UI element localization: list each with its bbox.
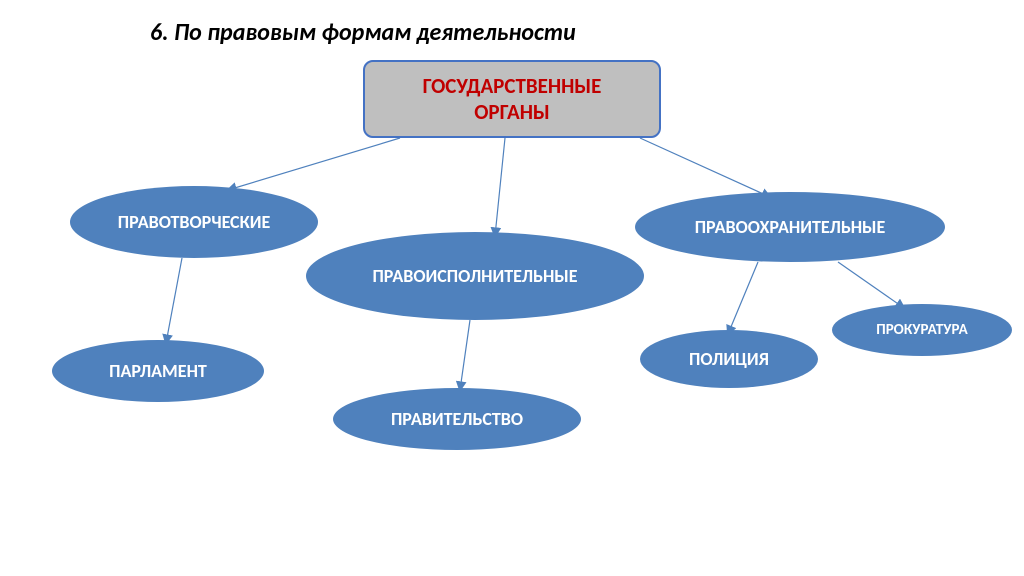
edge-2	[640, 138, 770, 197]
node-n4: ПАРЛАМЕНТ	[52, 340, 264, 402]
edge-4	[460, 320, 470, 390]
node-n3: ПРАВООХРАНИТЕЛЬНЫЕ	[635, 192, 945, 262]
node-n7: ПРОКУРАТУРА	[832, 304, 1012, 356]
node-n6: ПОЛИЦИЯ	[640, 330, 818, 388]
edge-6	[838, 262, 904, 308]
diagram-title: 6. По правовым формам деятельности	[150, 18, 576, 47]
edge-5	[728, 262, 758, 334]
node-n1: ПРАВОТВОРЧЕСКИЕ	[70, 186, 318, 258]
root-node: ГОСУДАРСТВЕННЫЕОРГАНЫ	[363, 60, 661, 138]
edge-3	[166, 258, 182, 343]
edge-1	[495, 138, 505, 236]
edge-0	[228, 138, 400, 190]
node-n2: ПРАВОИСПОЛНИТЕЛЬНЫЕ	[306, 232, 644, 320]
node-n5: ПРАВИТЕЛЬСТВО	[333, 388, 581, 450]
